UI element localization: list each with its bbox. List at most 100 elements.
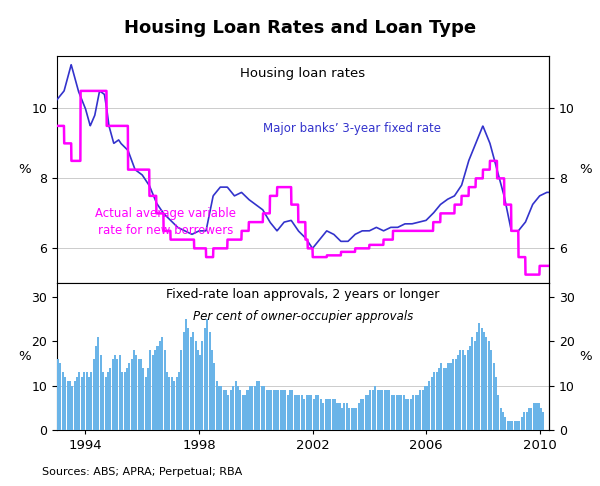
Bar <box>329 399 331 430</box>
Bar <box>488 341 490 430</box>
Y-axis label: %: % <box>18 350 31 363</box>
Bar <box>256 381 258 430</box>
Bar <box>481 328 483 430</box>
Bar <box>237 385 239 430</box>
Bar <box>490 350 492 430</box>
Bar <box>303 399 305 430</box>
Bar <box>322 403 325 430</box>
Bar <box>355 408 357 430</box>
Bar <box>67 381 69 430</box>
Bar <box>476 332 478 430</box>
Bar <box>284 390 286 430</box>
Bar <box>448 364 449 430</box>
Bar <box>138 359 140 430</box>
Bar <box>348 408 350 430</box>
Bar <box>277 390 279 430</box>
Bar <box>426 385 428 430</box>
Bar <box>223 390 225 430</box>
Bar <box>457 354 459 430</box>
Bar <box>455 359 457 430</box>
Bar <box>187 328 190 430</box>
Bar <box>305 395 308 430</box>
Bar <box>57 359 59 430</box>
Bar <box>386 390 388 430</box>
Bar <box>209 332 211 430</box>
Bar <box>315 395 317 430</box>
Bar <box>126 368 128 430</box>
Bar <box>542 412 544 430</box>
Bar <box>497 395 499 430</box>
Bar <box>251 385 253 430</box>
Bar <box>383 390 386 430</box>
Bar <box>370 390 371 430</box>
Bar <box>152 354 154 430</box>
Bar <box>339 403 341 430</box>
Bar <box>140 359 142 430</box>
Bar <box>362 399 364 430</box>
Bar <box>190 337 192 430</box>
Bar <box>493 364 494 430</box>
Bar <box>301 395 303 430</box>
Bar <box>341 408 343 430</box>
Bar <box>131 359 133 430</box>
Bar <box>431 377 433 430</box>
Bar <box>142 368 145 430</box>
Bar <box>528 408 530 430</box>
Text: Housing Loan Rates and Loan Type: Housing Loan Rates and Loan Type <box>124 19 476 37</box>
Bar <box>400 395 402 430</box>
Bar <box>149 350 151 430</box>
Bar <box>452 359 454 430</box>
Bar <box>495 377 497 430</box>
Bar <box>450 364 452 430</box>
Bar <box>433 372 436 430</box>
Bar <box>227 395 229 430</box>
Bar <box>317 395 319 430</box>
Bar <box>504 417 506 430</box>
Bar <box>410 399 412 430</box>
Bar <box>438 368 440 430</box>
Bar <box>225 390 227 430</box>
Bar <box>298 395 301 430</box>
Bar <box>443 368 445 430</box>
Bar <box>287 395 289 430</box>
Bar <box>230 390 232 430</box>
Bar <box>367 395 369 430</box>
Y-axis label: %: % <box>580 163 592 176</box>
Bar <box>500 408 502 430</box>
Bar <box>81 377 83 430</box>
Bar <box>206 319 208 430</box>
Bar <box>346 403 348 430</box>
Bar <box>308 395 310 430</box>
Bar <box>216 381 218 430</box>
Bar <box>292 390 293 430</box>
Bar <box>530 408 532 430</box>
Bar <box>135 354 137 430</box>
Bar <box>249 385 251 430</box>
Text: Actual average variable
rate for new borrowers: Actual average variable rate for new bor… <box>95 207 236 237</box>
Bar <box>469 346 471 430</box>
Text: Sources: ABS; APRA; Perpetual; RBA: Sources: ABS; APRA; Perpetual; RBA <box>42 467 242 477</box>
Bar <box>507 421 509 430</box>
Bar <box>244 395 246 430</box>
Bar <box>464 354 466 430</box>
Bar <box>272 390 275 430</box>
Bar <box>176 377 178 430</box>
Bar <box>64 377 66 430</box>
Bar <box>107 372 109 430</box>
Bar <box>69 381 71 430</box>
Bar <box>478 323 481 430</box>
Bar <box>199 354 201 430</box>
Bar <box>353 408 355 430</box>
Bar <box>296 395 298 430</box>
Bar <box>440 364 442 430</box>
Bar <box>97 337 100 430</box>
Text: Per cent of owner-occupier approvals: Per cent of owner-occupier approvals <box>193 310 413 323</box>
Bar <box>173 381 175 430</box>
Bar <box>327 399 329 430</box>
Bar <box>514 421 515 430</box>
Bar <box>518 421 520 430</box>
Y-axis label: %: % <box>580 350 592 363</box>
Text: Fixed-rate loan approvals, 2 years or longer: Fixed-rate loan approvals, 2 years or lo… <box>166 288 440 301</box>
Bar <box>388 390 391 430</box>
Bar <box>350 408 353 430</box>
